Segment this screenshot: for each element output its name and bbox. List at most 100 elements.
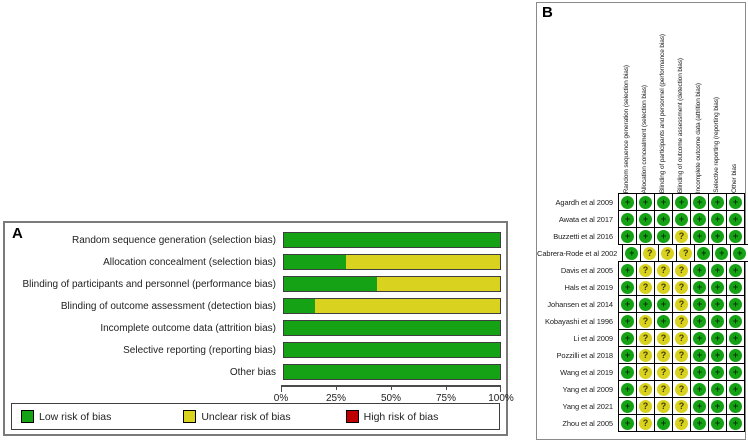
judgement-cell: ?	[672, 261, 691, 279]
risk-of-bias-summary-panel: B Random sequence generation (selection …	[536, 2, 748, 440]
low-risk-icon: +	[657, 416, 670, 430]
bias-chart-rows: Random sequence generation (selection bi…	[10, 229, 501, 383]
low-risk-icon: +	[693, 212, 706, 226]
bar-segment	[284, 277, 377, 291]
study-grid: Agardh et al 2009 + + + + + + + Awata et al 2017…	[537, 193, 748, 432]
low-risk-icon: +	[693, 229, 706, 243]
low-risk-icon: +	[657, 212, 670, 226]
judgement-cell: ?	[636, 278, 655, 296]
low-risk-icon: +	[711, 331, 724, 345]
low-risk-icon: +	[733, 246, 747, 260]
unclear-risk-icon: ?	[657, 348, 670, 362]
low-risk-icon: +	[621, 297, 634, 311]
judgement-cell: +	[708, 295, 727, 313]
unclear-risk-icon: ?	[657, 280, 670, 294]
low-risk-icon: +	[621, 382, 634, 396]
judgement-cell: +	[690, 346, 709, 364]
low-risk-icon: +	[621, 280, 634, 294]
unclear-risk-icon: ?	[675, 416, 688, 430]
domain-label: Incomplete outcome data (attrition bias)	[100, 322, 276, 334]
bar-segment	[345, 255, 500, 269]
study-row: Johansen et al 2014 + + +? + + +	[537, 295, 745, 313]
low-risk-icon: +	[639, 229, 652, 243]
low-risk-icon: +	[729, 297, 742, 311]
x-axis: 0% 25% 50% 75% 100%	[274, 385, 514, 405]
chart-row: Blinding of outcome assessment (detectio…	[10, 295, 501, 317]
judgement-cell: +	[690, 380, 709, 398]
unclear-risk-icon: ?	[675, 280, 688, 294]
chart-row: Incomplete outcome data (attrition bias)	[10, 317, 501, 339]
low-risk-icon: +	[657, 229, 670, 243]
low-risk-icon: +	[621, 348, 634, 362]
judgement-cell: +	[726, 278, 745, 296]
panel-a-letter: A	[12, 225, 23, 242]
judgement-cell: ?	[654, 261, 673, 279]
judgement-cell: +	[618, 346, 637, 364]
stacked-bar	[283, 364, 501, 380]
judgement-cell: +	[708, 227, 727, 245]
stacked-bar	[283, 232, 501, 248]
judgement-cell: ?	[654, 397, 673, 415]
judgement-cell: +	[690, 278, 709, 296]
low-risk-icon: +	[693, 195, 706, 209]
study-label: Agardh et al 2009	[555, 197, 613, 207]
low-risk-icon: +	[693, 263, 706, 277]
judgement-cell: +	[726, 261, 745, 279]
judgement-cell: +	[618, 227, 637, 245]
judgement-cell: +	[690, 261, 709, 279]
column-header: Other bias	[726, 164, 744, 193]
bar-segment	[284, 321, 500, 335]
column-header: Blinding of outcome assessment (detectio…	[672, 58, 690, 193]
low-risk-icon: +	[711, 399, 724, 413]
study-row: Yang et al 2009 +??? + + +	[537, 380, 745, 398]
axis-tick	[446, 385, 447, 390]
chart-row: Other bias	[10, 361, 501, 383]
low-risk-icon: +	[729, 195, 742, 209]
unclear-risk-icon: ?	[675, 331, 688, 345]
low-risk-icon: +	[711, 348, 724, 362]
judgement-cell: +	[654, 227, 673, 245]
judgement-cell: +	[726, 227, 745, 245]
low-risk-icon: +	[729, 416, 742, 430]
low-risk-icon: +	[711, 263, 724, 277]
judgement-cell: +	[636, 210, 655, 228]
study-row: Wang et al 2019 +??? + + +	[537, 363, 745, 381]
judgement-cell: +	[712, 244, 732, 262]
low-risk-icon: +	[693, 348, 706, 362]
unclear-risk-icon: ?	[675, 263, 688, 277]
judgement-cell: ?	[672, 346, 691, 364]
judgement-cell: +	[726, 295, 745, 313]
axis-tick	[391, 385, 392, 390]
judgement-cell: +	[690, 397, 709, 415]
low-risk-icon: +	[621, 195, 634, 209]
judgement-cell: +	[708, 346, 727, 364]
judgement-cell: +	[708, 278, 727, 296]
judgement-cell: +	[618, 397, 637, 415]
unclear-risk-icon: ?	[675, 399, 688, 413]
unclear-risk-icon: ?	[675, 229, 688, 243]
low-risk-icon: +	[715, 246, 729, 260]
judgement-cell: +	[618, 210, 637, 228]
low-risk-icon: +	[729, 365, 742, 379]
stacked-bar	[283, 320, 501, 336]
study-label: Pozzilli et al 2018	[556, 350, 614, 360]
low-risk-icon: +	[621, 399, 634, 413]
low-risk-icon: +	[711, 195, 724, 209]
column-header: Incomplete outcome data (attrition bias)	[690, 83, 708, 193]
low-risk-icon: +	[693, 314, 706, 328]
judgement-cell: +	[618, 193, 637, 211]
unclear-risk-icon: ?	[657, 263, 670, 277]
low-risk-icon: +	[693, 382, 706, 396]
study-label: Hals et al 2019	[564, 282, 613, 292]
judgement-cell: +	[636, 193, 655, 211]
judgement-cell: +	[690, 329, 709, 347]
chart-row: Selective reporting (reporting bias)	[10, 339, 501, 361]
judgement-cell: +	[726, 193, 745, 211]
judgement-cell: +	[690, 414, 709, 432]
legend-swatch	[21, 410, 34, 423]
low-risk-icon: +	[639, 212, 652, 226]
study-row: Buzzetti et al 2016 + + +? + + +	[537, 227, 745, 245]
low-risk-icon: +	[621, 263, 634, 277]
unclear-risk-icon: ?	[639, 280, 652, 294]
